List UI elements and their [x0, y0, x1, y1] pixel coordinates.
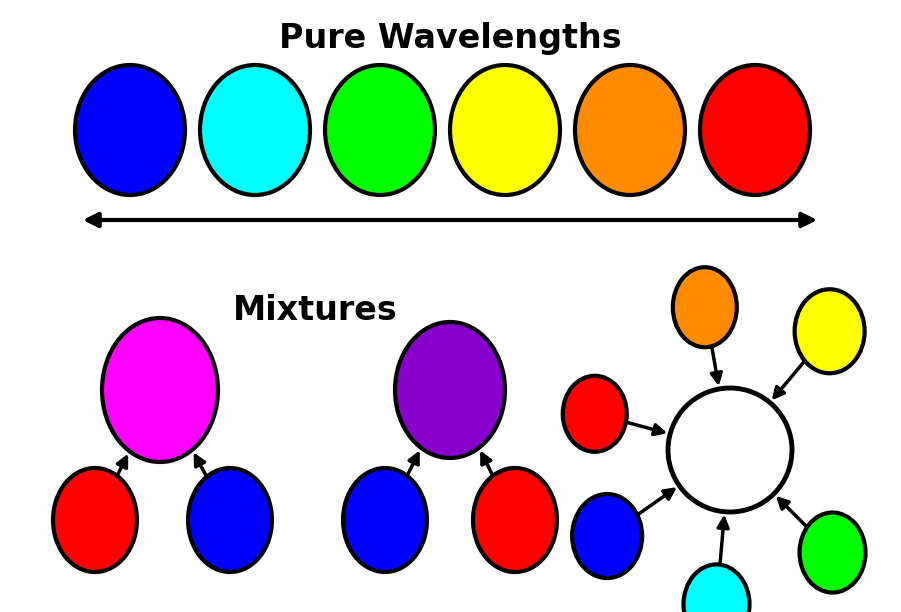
Ellipse shape	[563, 376, 627, 452]
Ellipse shape	[102, 318, 218, 462]
Ellipse shape	[700, 65, 810, 195]
Ellipse shape	[75, 65, 185, 195]
Text: Pure Wavelengths: Pure Wavelengths	[279, 21, 622, 54]
Ellipse shape	[668, 388, 792, 512]
Ellipse shape	[799, 512, 866, 592]
Ellipse shape	[395, 322, 505, 458]
Ellipse shape	[343, 468, 427, 572]
Ellipse shape	[188, 468, 272, 572]
Ellipse shape	[673, 267, 737, 347]
Ellipse shape	[473, 468, 557, 572]
Ellipse shape	[53, 468, 137, 572]
Ellipse shape	[684, 564, 750, 612]
Ellipse shape	[200, 65, 310, 195]
Ellipse shape	[575, 65, 685, 195]
Ellipse shape	[325, 65, 435, 195]
Ellipse shape	[572, 494, 642, 578]
Ellipse shape	[795, 289, 865, 373]
Text: Mixtures: Mixtures	[232, 294, 397, 326]
Ellipse shape	[450, 65, 560, 195]
